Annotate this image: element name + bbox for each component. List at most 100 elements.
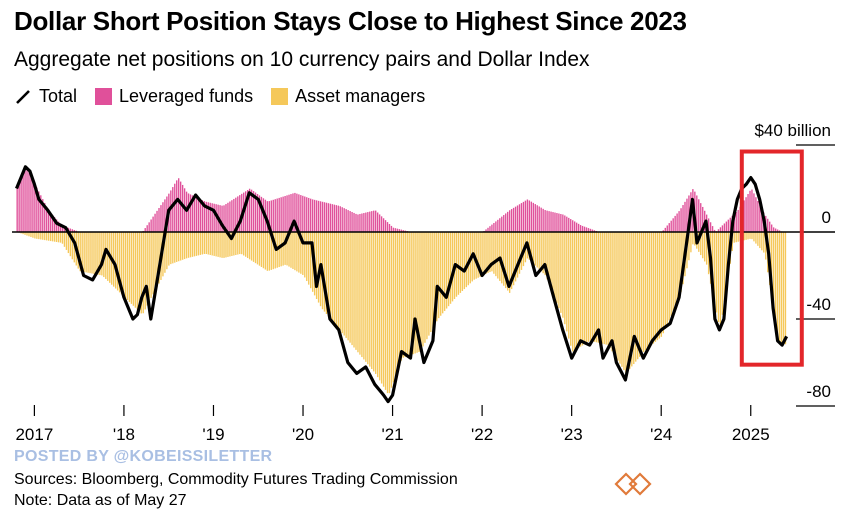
leveraged-bar	[306, 197, 308, 232]
leveraged-bar	[55, 219, 58, 232]
leveraged-bar	[335, 205, 337, 232]
asset-bar	[548, 232, 550, 285]
asset-bar	[778, 232, 781, 342]
leveraged-bar	[290, 194, 292, 232]
asset-bar	[183, 232, 186, 260]
asset-bar	[396, 232, 399, 372]
asset-bar	[49, 232, 52, 242]
leveraged-bar	[213, 203, 215, 232]
asset-bar	[176, 232, 178, 262]
asset-bar	[642, 232, 645, 353]
asset-bar	[753, 232, 755, 242]
asset-bar	[40, 232, 42, 240]
leveraged-bar	[495, 221, 497, 232]
asset-bar	[300, 232, 302, 274]
leveraged-bar	[321, 201, 324, 232]
asset-bar	[221, 232, 223, 258]
asset-bar	[203, 232, 205, 254]
asset-bar	[388, 232, 391, 394]
asset-bar	[560, 232, 562, 313]
leveraged-bar	[512, 207, 515, 232]
leveraged-bar	[156, 210, 158, 232]
leveraged-bar	[327, 203, 330, 232]
asset-bar	[164, 232, 166, 273]
asset-bar	[428, 232, 430, 336]
asset-bar	[116, 232, 119, 291]
asset-bar	[493, 232, 495, 274]
asset-bar	[566, 232, 568, 332]
asset-bar	[79, 232, 81, 272]
leveraged-bar	[526, 199, 529, 232]
asset-bar	[680, 232, 682, 293]
leveraged-bar	[160, 205, 162, 232]
leveraged-bar	[38, 191, 40, 232]
leveraged-bar	[331, 204, 334, 232]
leveraged-bar	[684, 201, 686, 232]
leveraged-bar	[709, 222, 712, 232]
asset-bar	[378, 232, 381, 381]
leveraged-bar	[487, 227, 489, 232]
leveraged-bar	[721, 225, 724, 232]
asset-bar	[136, 232, 139, 310]
asset-bar	[704, 232, 706, 262]
leveraged-bar	[524, 200, 527, 232]
asset-bar	[260, 232, 263, 267]
asset-bar	[229, 232, 231, 257]
asset-bar	[508, 232, 511, 293]
leveraged-bar	[164, 199, 166, 232]
leveraged-bar	[22, 174, 24, 232]
leveraged-bar	[505, 213, 507, 232]
asset-bar	[264, 232, 267, 270]
leveraged-bar	[24, 169, 26, 232]
leveraged-bar	[562, 214, 564, 232]
asset-bar	[292, 232, 294, 269]
leveraged-bar	[47, 210, 50, 232]
asset-bar	[774, 232, 777, 324]
asset-bar	[546, 232, 548, 280]
asset-bar	[386, 232, 389, 394]
leveraged-bar	[32, 179, 34, 232]
asset-bar	[243, 232, 245, 256]
leveraged-bar	[313, 199, 316, 232]
leveraged-bar	[674, 215, 676, 232]
watermark: POSTED BY @KOBEISSILETTER	[14, 448, 273, 465]
asset-bar	[250, 232, 253, 261]
leveraged-bar	[707, 218, 710, 232]
asset-bar	[491, 232, 493, 272]
asset-bar	[585, 232, 588, 344]
asset-bar	[317, 232, 320, 303]
asset-bar	[178, 232, 180, 262]
leveraged-bar	[345, 209, 347, 232]
leveraged-bar	[51, 214, 54, 232]
asset-bar	[36, 232, 38, 239]
leveraged-bar	[485, 229, 487, 232]
asset-bar	[650, 232, 653, 346]
asset-bar	[723, 232, 726, 303]
asset-bar	[538, 232, 540, 270]
asset-bar	[644, 232, 647, 351]
leveraged-bar	[489, 226, 491, 232]
asset-bar	[721, 232, 724, 315]
asset-bar	[67, 232, 70, 254]
leveraged-bar	[292, 193, 294, 232]
leveraged-bar	[568, 217, 570, 232]
asset-bar	[763, 232, 765, 253]
asset-bar	[755, 232, 757, 244]
leveraged-bar	[778, 230, 781, 232]
asset-bar	[558, 232, 560, 309]
leveraged-bar	[304, 196, 306, 232]
leveraged-bar	[363, 213, 365, 232]
leveraged-bar	[59, 223, 62, 232]
leveraged-bar	[16, 188, 18, 232]
leveraged-bar	[672, 218, 674, 232]
leveraged-bar	[250, 189, 253, 232]
asset-bar	[719, 232, 722, 328]
asset-bar	[270, 232, 272, 270]
asset-bar	[638, 232, 641, 357]
leveraged-bar	[696, 195, 698, 232]
asset-bar	[404, 232, 406, 358]
leveraged-bar	[209, 202, 211, 232]
leveraged-bar	[544, 210, 546, 232]
asset-bar	[562, 232, 564, 318]
publisher-logo-icon	[614, 472, 652, 496]
